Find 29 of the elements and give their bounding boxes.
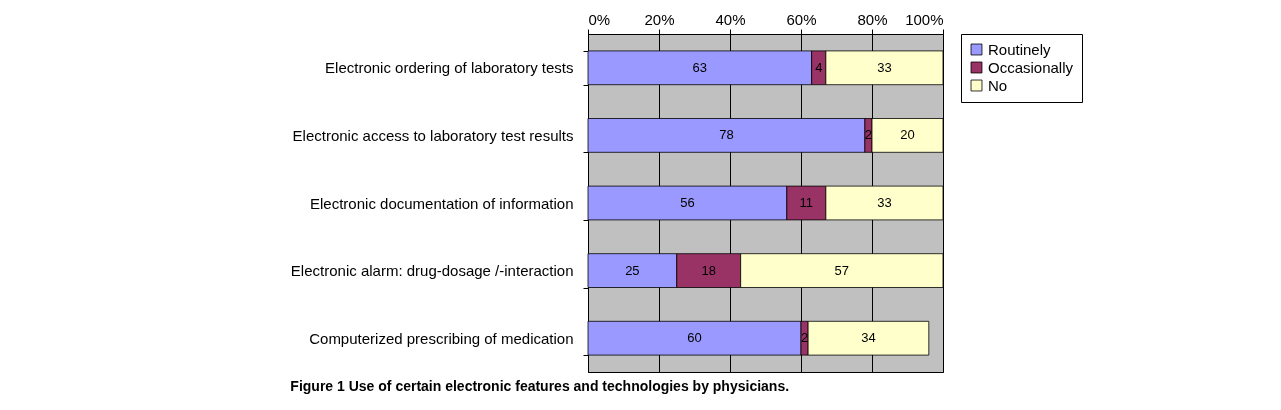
data-label: 78 [719,127,734,143]
data-label: 20 [900,127,915,143]
y-tick-label: Electronic ordering of laboratory tests [325,59,574,77]
x-tick-label: 80% [857,10,888,28]
y-tick-label: Computerized prescribing of medication [309,329,574,347]
data-label: 33 [877,195,892,210]
y-tick-label: Electronic alarm: drug-dosage /-interaction [290,262,574,280]
x-tick-label: 60% [786,10,817,28]
data-label: 25 [625,262,640,278]
x-tick-label: 40% [715,10,746,28]
legend-label: Routinely [988,40,1052,58]
data-label: 2 [800,330,809,346]
legend-label: Occasionally [988,58,1074,76]
data-label: 63 [692,59,708,75]
y-tick-label: Electronic documentation of information [310,194,574,212]
data-label: 33 [877,59,892,75]
x-tick-label: 100% [905,10,944,28]
y-tick-label: Electronic access to laboratory test results [292,126,574,144]
data-label: 11 [799,195,814,210]
data-label: 18 [701,262,716,278]
x-tick-label: 20% [644,10,675,28]
data-label: 34 [861,330,876,346]
caption: Figure 1 Use of certain electronic features and technologies by physicians. [290,378,790,394]
data-label: 60 [687,330,702,346]
data-label: 56 [680,195,695,210]
data-label: 57 [834,262,850,278]
x-tick-label: 0% [588,10,611,28]
data-label: 4 [815,59,823,75]
legend-label: No [988,76,1008,94]
